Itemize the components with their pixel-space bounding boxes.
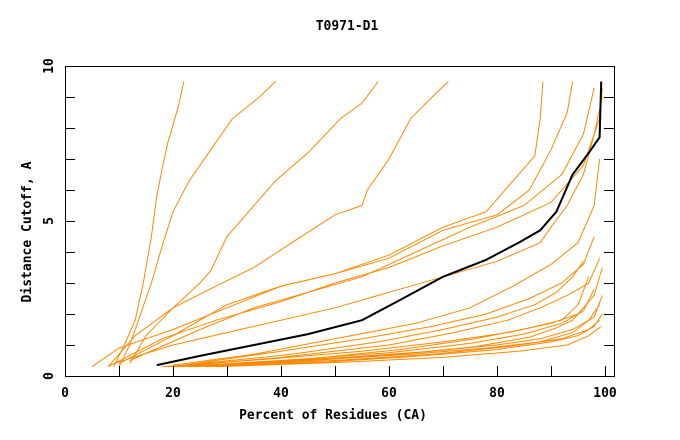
series-line-s4 [107, 81, 449, 368]
y-tick-label: 10 [42, 58, 57, 74]
series-line-s16 [194, 276, 590, 368]
x-tick-label: 40 [273, 386, 289, 401]
series-line-s12 [172, 258, 601, 368]
x-tick-label: 60 [381, 386, 397, 401]
series-line-s11 [183, 236, 595, 366]
series-line-s5 [91, 81, 544, 368]
series-line-s22 [216, 325, 602, 368]
plot-frame [65, 66, 615, 377]
y-ticks: 0 5 10 [42, 58, 614, 380]
series-line-s19 [205, 313, 603, 368]
highlight-layer [156, 81, 603, 367]
series-line-s13 [183, 261, 584, 366]
x-tick-label: 20 [165, 386, 181, 401]
series-line-s9 [113, 96, 603, 365]
series-line-s20 [189, 307, 584, 368]
x-tick-label: 0 [61, 386, 69, 401]
y-tick-label: 5 [42, 217, 57, 225]
x-tick-label: 100 [593, 386, 617, 401]
series-line-s8 [107, 87, 603, 368]
x-ticks: 0 20 40 60 80 100 [61, 366, 617, 401]
y-tick-label: 0 [42, 372, 57, 380]
series-line-s1 [113, 81, 185, 367]
series-line-s21 [226, 319, 600, 366]
y-axis-label: Distance Cutoff, A [20, 161, 35, 302]
chart-title: T0971-D1 [316, 19, 379, 34]
series-layer [91, 81, 603, 368]
x-axis-label: Percent of Residues (CA) [239, 408, 427, 423]
highlight-series-line [156, 81, 603, 367]
series-line-s10 [172, 158, 601, 366]
series-line-s2 [118, 81, 276, 367]
series-line-s6 [118, 81, 574, 365]
x-tick-label: 80 [489, 386, 505, 401]
series-line-s3 [129, 81, 379, 364]
series-line-s18 [178, 304, 601, 368]
